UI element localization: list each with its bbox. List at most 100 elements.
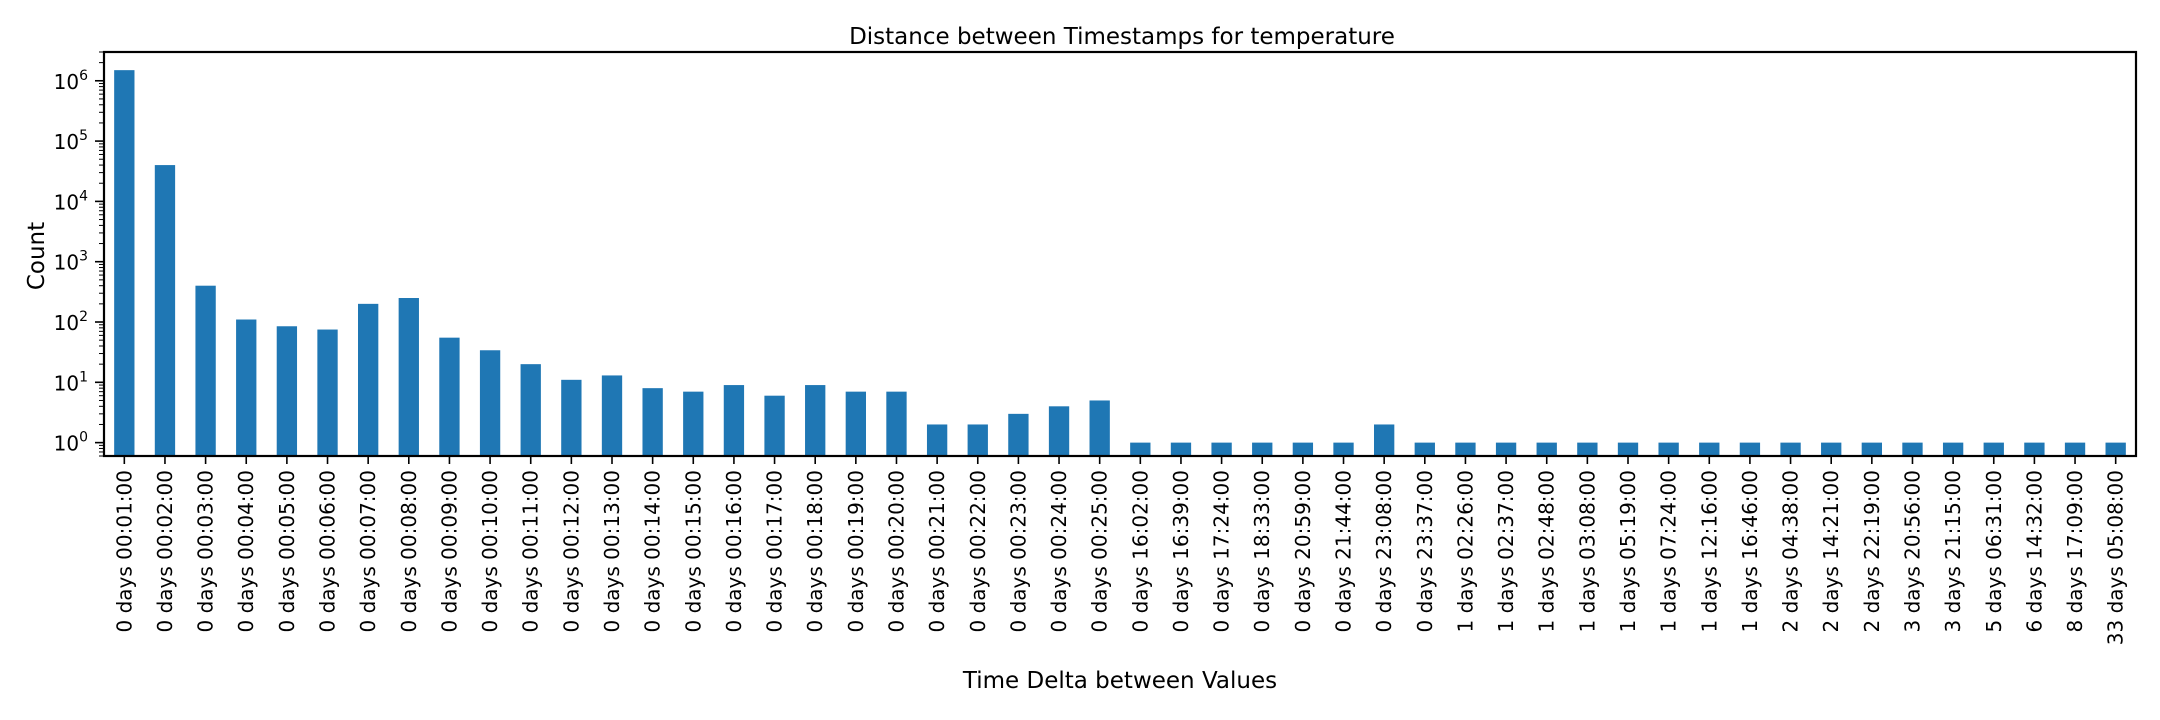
bar [1495,442,1517,456]
x-tick-label: 0 days 00:08:00 [397,470,421,632]
bar [520,364,541,456]
bar [1658,442,1679,456]
x-tick-label: 0 days 00:12:00 [559,470,583,632]
bar [1821,442,1842,456]
bar [1455,442,1476,456]
x-tick-label: 0 days 00:18:00 [803,470,827,632]
x-tick-label: 0 days 18:33:00 [1250,470,1274,632]
bar [1902,442,1923,456]
bar [317,329,338,456]
x-tick-label: 0 days 00:24:00 [1047,470,1071,632]
x-tick-label: 0 days 00:01:00 [112,470,136,632]
x-tick-label: 0 days 00:07:00 [356,470,380,632]
bar [683,391,704,456]
x-tick-label: 33 days 05:08:00 [2104,470,2128,645]
x-tick-label: 0 days 00:03:00 [194,470,218,632]
x-tick-label: 0 days 23:08:00 [1372,470,1396,632]
bar [1699,442,1720,456]
x-tick-label: 0 days 00:16:00 [722,470,746,632]
bar [2024,442,2045,456]
x-tick-label: 2 days 22:19:00 [1860,470,1884,632]
bar [1414,442,1435,456]
x-tick-label: 1 days 02:48:00 [1535,470,1559,632]
x-tick-label: 0 days 00:20:00 [884,470,908,632]
y-tick-label: 104 [54,188,88,214]
bar [1292,442,1314,456]
bar [1089,400,1110,456]
x-tick-label: 0 days 21:44:00 [1332,470,1356,632]
x-tick-label: 0 days 00:06:00 [316,470,340,632]
bar [1617,442,1639,456]
bar [114,70,135,457]
bar [561,379,582,456]
x-tick-label: 0 days 16:39:00 [1169,470,1193,632]
bar [642,388,663,456]
bar [1374,424,1395,456]
bar [1333,442,1354,456]
bar [398,298,419,456]
y-tick-label: 101 [54,369,88,395]
bar [439,337,460,456]
x-tick-label: 0 days 00:10:00 [478,470,502,632]
bar [1211,442,1232,456]
y-tick-label: 105 [54,128,88,154]
x-tick-label: 2 days 04:38:00 [1779,470,1803,632]
bar [1252,442,1273,456]
y-tick-label: 106 [54,68,88,94]
x-tick-label: 0 days 23:37:00 [1413,470,1437,632]
x-tick-label: 1 days 05:19:00 [1616,470,1640,632]
x-tick-label: 0 days 00:17:00 [763,470,787,632]
bar [2064,442,2086,456]
x-axis: 0 days 00:01:00 0 days 00:02:00 0 days 00:… [112,456,2128,645]
x-axis-label: Time Delta between Values [962,668,1277,694]
x-tick-label: 0 days 00:13:00 [600,470,624,632]
bar [1739,442,1761,456]
x-tick-label: 1 days 03:08:00 [1575,470,1599,632]
bar [1861,442,1882,456]
x-tick-label: 1 days 02:37:00 [1494,470,1518,632]
x-tick-label: 0 days 00:02:00 [153,470,177,632]
x-tick-label: 1 days 16:46:00 [1738,470,1762,632]
bar [1983,442,2004,456]
x-tick-label: 1 days 07:24:00 [1657,470,1681,632]
bar [1008,413,1029,456]
bar [195,285,216,456]
x-tick-label: 2 days 14:21:00 [1819,470,1843,632]
bar [1577,442,1598,456]
bar [358,303,379,456]
bar [1130,442,1151,456]
x-tick-label: 0 days 00:23:00 [1006,470,1030,632]
bar [967,424,988,456]
x-tick-label: 1 days 02:26:00 [1453,470,1477,632]
y-tick-label: 102 [54,309,88,335]
bar [926,424,948,456]
bar [2105,442,2126,456]
x-tick-label: 0 days 00:22:00 [966,470,990,632]
bar [601,375,623,456]
x-tick-label: 0 days 00:14:00 [641,470,665,632]
bar [886,391,907,456]
x-tick-label: 5 days 06:31:00 [1982,470,2006,632]
x-tick-label: 1 days 12:16:00 [1697,470,1721,632]
bar [764,395,785,456]
bar [236,319,257,456]
x-tick-label: 8 days 17:09:00 [2063,470,2087,632]
bar [479,350,501,456]
x-tick-label: 0 days 16:02:00 [1128,470,1152,632]
x-tick-label: 0 days 00:19:00 [844,470,868,632]
x-tick-label: 6 days 14:32:00 [2022,470,2046,632]
bar-group [114,70,2126,457]
x-tick-label: 0 days 00:09:00 [437,470,461,632]
x-tick-label: 0 days 00:04:00 [234,470,258,632]
x-tick-label: 0 days 00:15:00 [681,470,705,632]
plot-frame [102,50,2138,458]
chart-title: Distance between Timestamps for temperat… [849,24,1395,50]
bar [845,391,866,456]
bar [154,165,176,456]
bar [723,385,745,456]
bar [276,326,298,456]
y-axis: 100 101 102 103 104 105 106 [54,51,104,457]
x-tick-label: 0 days 20:59:00 [1291,470,1315,632]
bar [805,385,826,456]
